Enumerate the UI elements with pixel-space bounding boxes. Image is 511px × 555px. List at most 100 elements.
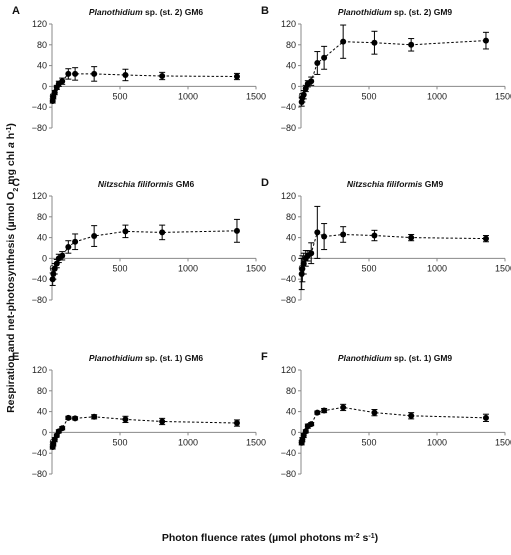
y-tick-label: 80 xyxy=(37,40,47,50)
y-tick-label: 120 xyxy=(32,191,47,201)
x-tick-label: 1000 xyxy=(427,263,447,273)
data-point xyxy=(371,232,378,239)
panel-title: Planothidium sp. (st. 1) GM9 xyxy=(338,353,453,363)
y-tick-label: −40 xyxy=(281,274,296,284)
data-point xyxy=(233,73,240,80)
data-point xyxy=(59,78,66,85)
data-point xyxy=(408,234,415,241)
y-tick-label: −80 xyxy=(281,469,296,479)
data-point xyxy=(302,428,309,435)
y-tick-label: 80 xyxy=(286,386,296,396)
y-tick-label: 120 xyxy=(32,19,47,29)
data-point xyxy=(233,227,240,234)
y-tick-label: −40 xyxy=(32,448,47,458)
panel-title: Nitzschia filiformis GM6 xyxy=(98,179,195,189)
y-tick-label: −40 xyxy=(281,102,296,112)
series-line xyxy=(52,73,238,102)
data-point xyxy=(314,229,321,236)
data-point xyxy=(308,250,315,257)
data-point xyxy=(340,38,347,45)
panel-letter: F xyxy=(261,351,268,363)
data-point xyxy=(371,39,378,46)
y-tick-label: 120 xyxy=(281,19,296,29)
data-point xyxy=(72,415,79,422)
x-tick-label: 1500 xyxy=(495,91,511,101)
data-point xyxy=(308,421,315,428)
panel-letter: D xyxy=(261,177,269,189)
data-point xyxy=(65,243,72,250)
y-tick-label: 40 xyxy=(286,61,296,71)
panel-title: Planothidium sp. (st. 2) GM9 xyxy=(338,7,453,17)
series-line xyxy=(52,230,238,280)
data-point xyxy=(321,54,328,61)
series-line xyxy=(301,231,487,275)
panel-title: Nitzschia filiformis GM9 xyxy=(347,179,444,189)
data-point xyxy=(340,231,347,238)
x-tick-label: 1500 xyxy=(246,91,266,101)
data-point xyxy=(300,260,307,267)
data-point xyxy=(233,420,240,427)
series-line xyxy=(301,40,487,103)
x-tick-label: 500 xyxy=(361,91,376,101)
data-point xyxy=(72,238,79,245)
x-tick-label: 500 xyxy=(112,437,127,447)
series-line xyxy=(301,406,487,443)
y-tick-label: 0 xyxy=(42,253,47,263)
chart-panel-f: F Planothidium sp. (st. 1) GM9 −80 −40 0 40 80… xyxy=(261,351,511,479)
data-point xyxy=(91,70,98,77)
y-tick-label: −80 xyxy=(32,469,47,479)
data-point xyxy=(122,71,129,78)
data-point xyxy=(482,235,489,242)
data-point xyxy=(482,414,489,421)
data-point xyxy=(314,60,321,66)
y-tick-label: 40 xyxy=(37,61,47,71)
data-point xyxy=(371,409,378,416)
y-tick-label: −80 xyxy=(32,295,47,305)
x-tick-label: 1500 xyxy=(246,437,266,447)
data-point xyxy=(408,41,415,48)
panel-letter: C xyxy=(12,177,20,189)
y-tick-label: 80 xyxy=(37,386,47,396)
data-point xyxy=(300,91,307,98)
y-tick-label: 120 xyxy=(281,191,296,201)
x-axis-title: Photon fluence rates (µmol photons m-2 s… xyxy=(162,532,378,544)
y-tick-label: 40 xyxy=(37,407,47,417)
chart-panel-a: A Planothidium sp. (st. 2) GM6 −80 −40 0 40 80… xyxy=(12,5,266,133)
data-point xyxy=(159,418,166,425)
x-tick-label: 1000 xyxy=(178,91,198,101)
data-point xyxy=(122,228,129,235)
y-tick-label: −40 xyxy=(281,448,296,458)
data-point xyxy=(122,416,129,423)
x-tick-label: 1500 xyxy=(246,263,266,273)
chart-panel-b: B Planothidium sp. (st. 2) GM9 −80 −40 0 40 80… xyxy=(261,5,511,133)
data-point xyxy=(91,413,98,420)
y-tick-label: 120 xyxy=(32,365,47,375)
data-point xyxy=(59,425,66,432)
panel-letter: E xyxy=(12,351,19,363)
panel-letter: A xyxy=(12,5,20,17)
x-tick-label: 1000 xyxy=(427,437,447,447)
data-point xyxy=(308,78,315,85)
x-tick-label: 1000 xyxy=(178,437,198,447)
y-tick-label: −80 xyxy=(32,123,47,133)
data-point xyxy=(65,70,72,77)
data-point xyxy=(65,414,72,421)
data-point xyxy=(159,73,166,79)
x-tick-label: 500 xyxy=(112,263,127,273)
y-tick-label: 0 xyxy=(42,427,47,437)
y-axis-title: Respiration and net-photosynthesis (µmol… xyxy=(5,123,20,413)
y-tick-label: 120 xyxy=(281,365,296,375)
data-point xyxy=(408,412,415,419)
x-tick-label: 1500 xyxy=(495,437,511,447)
y-tick-label: 80 xyxy=(286,212,296,222)
y-tick-label: 0 xyxy=(42,81,47,91)
y-tick-label: 0 xyxy=(291,427,296,437)
data-point xyxy=(321,233,328,240)
panel-title: Planothidium sp. (st. 1) GM6 xyxy=(89,353,204,363)
y-tick-label: 0 xyxy=(291,81,296,91)
x-tick-label: 1000 xyxy=(178,263,198,273)
